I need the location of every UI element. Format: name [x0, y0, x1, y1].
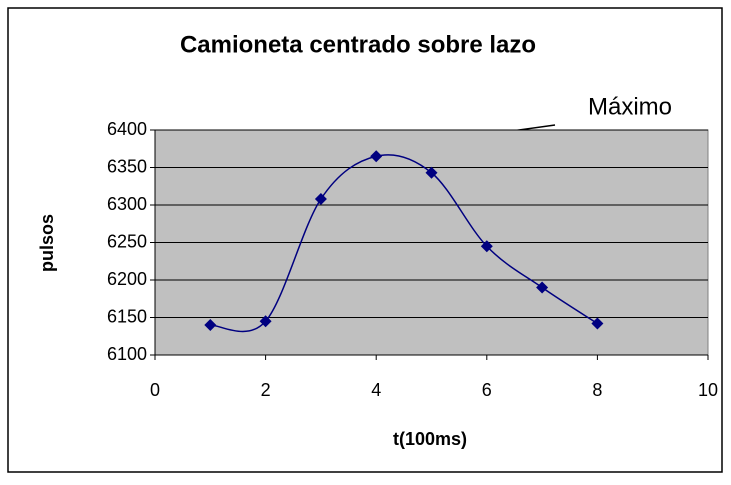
x-tick-label: 0	[150, 380, 160, 400]
y-tick-label: 6350	[107, 156, 147, 176]
data-point	[204, 319, 217, 331]
chart-title: Camioneta centrado sobre lazo	[180, 31, 536, 58]
x-tick-label: 8	[592, 380, 602, 400]
y-tick-label: 6300	[107, 194, 147, 214]
data-point	[370, 150, 383, 163]
data-point	[259, 315, 272, 328]
data-point	[536, 281, 549, 294]
y-axis-label: pulsos	[37, 214, 57, 272]
data-point	[591, 317, 604, 330]
y-tick-label: 6400	[107, 119, 147, 139]
series-line	[210, 154, 598, 333]
data-point	[314, 193, 327, 205]
y-tick-label: 6200	[107, 269, 147, 289]
y-tick-label: 6150	[107, 306, 147, 326]
x-axis-label: t(100ms)	[393, 429, 467, 449]
x-tick-label: 4	[371, 380, 381, 400]
x-tick-label: 10	[698, 380, 718, 400]
data-point	[480, 240, 493, 253]
x-tick-label: 2	[261, 380, 271, 400]
x-tick-label: 6	[482, 380, 492, 400]
y-tick-label: 6100	[107, 344, 147, 364]
data-point	[425, 166, 438, 179]
y-tick-label: 6250	[107, 231, 147, 251]
annotation: Máximo	[588, 93, 672, 120]
